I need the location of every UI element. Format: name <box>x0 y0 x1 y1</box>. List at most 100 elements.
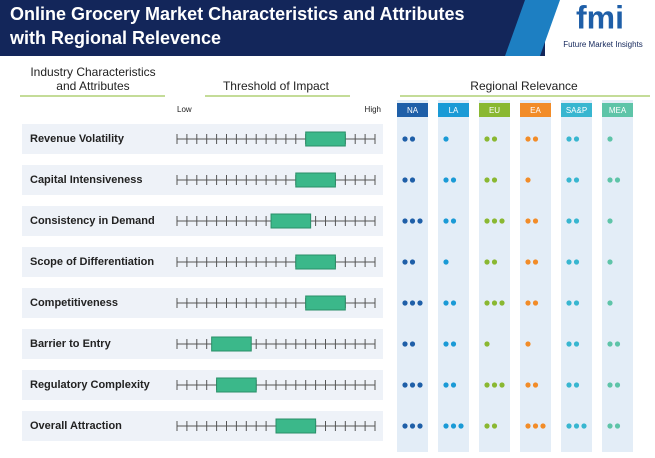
dot <box>532 382 539 388</box>
dot <box>402 136 408 142</box>
dot <box>607 423 613 429</box>
dot <box>443 382 449 388</box>
dot-group <box>402 300 423 306</box>
dot <box>417 300 423 306</box>
dot <box>443 136 449 142</box>
dot <box>566 177 572 183</box>
dot <box>614 382 621 388</box>
dot <box>484 218 490 224</box>
dot <box>573 218 580 224</box>
dot <box>566 382 572 388</box>
dot <box>491 300 498 306</box>
high-label: High <box>365 105 381 114</box>
region-header <box>561 103 592 117</box>
dot <box>525 259 531 265</box>
dot-group <box>607 423 621 429</box>
row-label: Revenue Volatility <box>30 133 125 145</box>
dot-group <box>607 341 621 347</box>
dot-group <box>402 341 416 347</box>
dot-group <box>443 136 449 142</box>
dot <box>607 136 613 142</box>
impact-box <box>305 295 346 311</box>
dot-group <box>484 423 498 429</box>
dot <box>607 259 613 265</box>
dot <box>484 136 490 142</box>
dot <box>499 300 505 306</box>
dot-group <box>566 218 580 224</box>
impact-box <box>216 377 257 393</box>
dot-group <box>525 423 546 429</box>
dot <box>450 300 457 306</box>
region-label: EA <box>530 106 541 115</box>
row-label: Regulatory Complexity <box>30 379 151 391</box>
dot-group <box>525 177 531 183</box>
title: Online Grocery Market Characteristics an… <box>10 4 464 24</box>
dot <box>573 136 580 142</box>
dot <box>443 423 449 429</box>
dot <box>450 218 457 224</box>
column-header: Regional Relevance <box>470 79 578 93</box>
column-header: Industry Characteristics <box>30 65 155 79</box>
region-column <box>520 100 551 452</box>
dot-group <box>402 136 416 142</box>
dot-group <box>566 382 580 388</box>
dot <box>450 423 457 429</box>
impact-box <box>270 213 312 229</box>
dot-group <box>607 136 613 142</box>
dot <box>484 177 490 183</box>
dot <box>607 382 613 388</box>
dot <box>532 136 539 142</box>
dot <box>409 218 416 224</box>
dot-group <box>443 218 457 224</box>
dot <box>573 341 580 347</box>
dot-group <box>443 423 464 429</box>
dot-group <box>525 136 539 142</box>
impact-box <box>295 172 336 188</box>
dot <box>484 341 490 347</box>
title: with Regional Relevence <box>9 28 221 48</box>
dot <box>443 341 449 347</box>
dot <box>402 259 408 265</box>
dot <box>458 423 464 429</box>
dot <box>573 423 580 429</box>
dot <box>525 300 531 306</box>
dot-group <box>484 341 490 347</box>
dot <box>409 423 416 429</box>
column-header: Threshold of Impact <box>223 79 330 93</box>
impact-box <box>295 254 336 270</box>
dot-group <box>443 177 457 183</box>
dot <box>402 177 408 183</box>
logo: fmi <box>576 0 624 35</box>
region-header <box>520 103 551 117</box>
impact-box <box>305 131 346 147</box>
region-label: MEA <box>609 106 627 115</box>
dot-group <box>525 218 539 224</box>
dot <box>607 177 613 183</box>
impact-box <box>275 418 317 434</box>
dot <box>532 300 539 306</box>
dot <box>491 218 498 224</box>
dot <box>409 382 416 388</box>
dot <box>443 177 449 183</box>
low-label: Low <box>177 105 192 114</box>
dot <box>499 382 505 388</box>
row-label: Overall Attraction <box>30 420 122 432</box>
dot <box>566 423 572 429</box>
dot <box>607 300 613 306</box>
dot-group <box>484 300 505 306</box>
dot <box>573 259 580 265</box>
dot <box>525 423 531 429</box>
region-header <box>397 103 428 117</box>
dot <box>402 218 408 224</box>
dot <box>491 136 498 142</box>
region-column <box>602 100 633 452</box>
dot-group <box>443 300 457 306</box>
dot-group <box>525 300 539 306</box>
region-column <box>561 100 592 452</box>
dot <box>450 177 457 183</box>
dot-group <box>484 259 498 265</box>
dot-group <box>402 259 416 265</box>
dot <box>525 136 531 142</box>
dot <box>525 382 531 388</box>
dot <box>409 177 416 183</box>
